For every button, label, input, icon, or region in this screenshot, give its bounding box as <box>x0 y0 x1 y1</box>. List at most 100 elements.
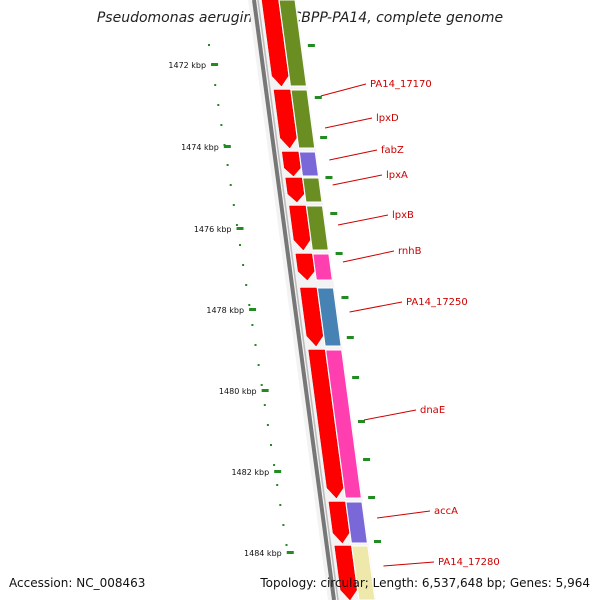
cds-arrow <box>295 253 315 281</box>
gene-label[interactable]: PA14_17250 <box>406 297 468 308</box>
scale-dot <box>270 444 272 446</box>
feature-tick <box>325 176 333 179</box>
scale-tick-label: 1478 kbp <box>206 306 244 315</box>
backbone-highlight <box>257 0 339 600</box>
scale-dot <box>235 224 238 226</box>
gene-label[interactable]: dnaE <box>420 405 445 416</box>
gene-callouts: PA14_17170 lpxD fabZ lpxA lpxB rnhB PA14_17250… <box>320 79 500 568</box>
gene-category-block <box>312 253 333 281</box>
gene-category-block <box>278 0 308 87</box>
gene-category-block <box>316 287 342 347</box>
feature-tick <box>368 496 376 499</box>
gene-category-block <box>351 545 376 600</box>
scale-dot <box>263 404 266 406</box>
cds-arrow <box>289 205 311 251</box>
scale-major-tick <box>286 551 294 554</box>
gene-label[interactable]: lpxB <box>392 210 414 221</box>
scale-dots <box>208 44 288 546</box>
gene-category-block <box>298 151 320 177</box>
scale-dot <box>226 164 229 166</box>
scale-tick-label: 1480 kbp <box>219 387 257 396</box>
gene-category-block <box>290 89 316 149</box>
cds-arrow <box>261 0 289 87</box>
scale-major-tick <box>236 227 244 230</box>
feature-tick <box>363 458 371 461</box>
scale-dot <box>248 304 251 306</box>
feature-tick <box>341 296 349 299</box>
scale-tick-label: 1484 kbp <box>244 549 282 558</box>
map-title: Pseudomonas aeruginosa UCBPP-PA14, compl… <box>96 10 504 26</box>
scale-dot <box>273 464 276 466</box>
cds-arrow <box>334 545 357 600</box>
callout-line <box>349 301 403 313</box>
callout-line <box>332 174 383 186</box>
cds-arrow <box>308 349 344 499</box>
feature-tick <box>352 376 360 379</box>
scale-dot <box>208 44 210 46</box>
gene-label[interactable]: PA14_17170 <box>370 79 432 90</box>
cds-arrow <box>285 177 305 203</box>
cds-track <box>261 0 357 600</box>
feature-tick <box>320 136 328 139</box>
gene-category-block <box>325 349 362 499</box>
feature-tick <box>358 420 365 423</box>
cds-arrow <box>281 151 301 177</box>
callout-line <box>329 149 378 161</box>
scale-dot <box>242 264 245 266</box>
gene-label[interactable]: rnhB <box>398 246 422 257</box>
scale-dot <box>282 524 285 526</box>
feature-tick <box>314 96 322 99</box>
scale-dot <box>220 124 223 126</box>
callout-line <box>337 214 389 226</box>
backbone-track <box>252 0 339 600</box>
scale-dot <box>260 384 263 386</box>
gene-category-block <box>305 205 329 251</box>
callout-line <box>324 117 373 129</box>
callout-line <box>363 409 417 421</box>
genome-summary-text: Topology: circular; Length: 6,537,648 bp… <box>260 576 590 590</box>
scale-dot <box>276 484 279 486</box>
callout-line <box>377 510 431 519</box>
backbone-line <box>252 0 336 600</box>
feature-tick <box>307 44 315 47</box>
scale-major-tick <box>274 470 282 473</box>
gene-label[interactable]: accA <box>434 506 458 517</box>
cds-arrow <box>300 287 324 347</box>
feature-tick-marks <box>307 44 381 543</box>
gene-category-block <box>345 501 368 544</box>
scale-tick-label: 1476 kbp <box>194 225 232 234</box>
scale-dot <box>285 544 288 546</box>
scale-dot <box>232 204 235 206</box>
scale-major-tick <box>261 389 269 392</box>
scale-dot <box>217 104 220 106</box>
feature-tick <box>330 212 338 215</box>
feature-tick <box>335 252 343 255</box>
scale-dot <box>245 284 248 286</box>
scale-dot <box>229 184 232 186</box>
scale-tick-label: 1474 kbp <box>181 143 219 152</box>
scale-dot <box>257 364 260 366</box>
feature-tick <box>346 336 354 339</box>
cds-arrow <box>273 89 297 149</box>
scale-tick-label: 1482 kbp <box>231 468 269 477</box>
callout-line <box>342 250 395 263</box>
feature-tick <box>374 540 381 543</box>
scale-dot <box>239 244 241 246</box>
scale-labels: 1472 kbp 1474 kbp 1476 kbp 1478 kbp 1480 kbp… <box>168 61 294 558</box>
scale-tick-label: 1472 kbp <box>168 61 206 70</box>
gene-category-track <box>278 0 376 600</box>
scale-dot <box>266 424 269 426</box>
callout-line <box>320 83 367 97</box>
scale-dot <box>279 504 282 506</box>
gene-label[interactable]: fabZ <box>381 145 404 156</box>
accession-text: Accession: NC_008463 <box>9 576 146 590</box>
cds-arrow <box>328 501 350 544</box>
scale-dot <box>214 84 217 86</box>
gene-label[interactable]: lpxD <box>376 113 399 124</box>
scale-major-tick <box>211 63 219 66</box>
gene-label[interactable]: lpxA <box>386 170 408 181</box>
gene-label[interactable]: PA14_17280 <box>438 557 500 568</box>
gene-category-block <box>302 177 323 203</box>
scale-dot <box>254 344 257 346</box>
